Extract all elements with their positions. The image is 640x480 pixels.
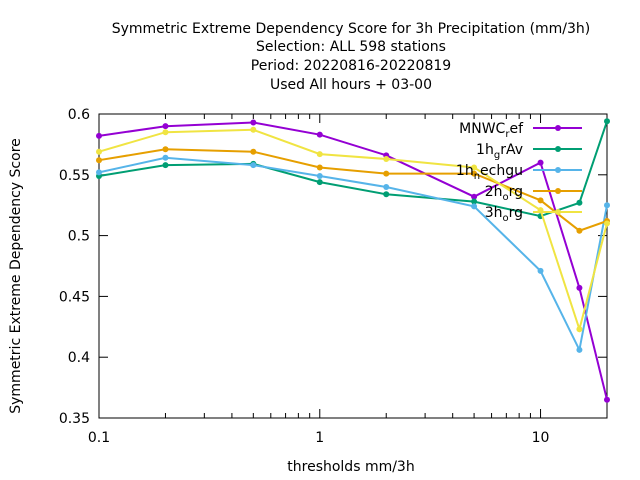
data-point bbox=[576, 199, 583, 206]
series-line bbox=[98, 156, 608, 354]
data-point bbox=[576, 326, 583, 333]
data-point bbox=[383, 155, 390, 162]
data-point bbox=[576, 227, 583, 234]
data-point bbox=[383, 191, 390, 198]
title-line-3: Period: 20220816-20220819 bbox=[251, 58, 451, 74]
data-point bbox=[162, 162, 169, 169]
data-point bbox=[162, 123, 169, 130]
series-2h_org bbox=[96, 146, 610, 234]
legend-marker bbox=[555, 125, 561, 131]
x-tick-label: 1 bbox=[315, 430, 324, 446]
data-point bbox=[250, 119, 257, 126]
data-point bbox=[250, 162, 257, 169]
data-point bbox=[471, 170, 478, 177]
data-point bbox=[471, 193, 478, 200]
legend-label: 2horg bbox=[485, 184, 523, 203]
title-line-1: Symmetric Extreme Dependency Score for 3… bbox=[112, 21, 591, 37]
x-tick-label: 0.1 bbox=[88, 430, 110, 446]
data-point bbox=[316, 173, 323, 180]
data-point bbox=[250, 126, 257, 133]
data-point bbox=[604, 118, 610, 125]
data-point bbox=[604, 396, 610, 403]
series-1h_grAv bbox=[96, 118, 610, 220]
plot-frame bbox=[98, 113, 608, 419]
y-tick-label: 0.5 bbox=[68, 229, 90, 245]
data-point bbox=[471, 198, 478, 205]
data-point bbox=[576, 346, 583, 353]
x-axis-label: thresholds mm/3h bbox=[287, 459, 414, 475]
series-line bbox=[98, 128, 608, 333]
data-point bbox=[604, 220, 610, 227]
legend-marker bbox=[555, 167, 561, 173]
y-tick-label: 0.35 bbox=[59, 411, 90, 427]
data-point bbox=[471, 203, 478, 210]
data-point bbox=[316, 131, 323, 138]
legend-marker bbox=[555, 209, 561, 215]
data-point bbox=[316, 179, 323, 186]
legend-marker bbox=[555, 146, 561, 152]
data-point bbox=[96, 157, 102, 164]
data-point bbox=[383, 183, 390, 190]
data-point bbox=[537, 267, 544, 274]
data-point bbox=[96, 148, 102, 155]
data-point bbox=[537, 197, 544, 204]
axes: 0.35 0.4 0.45 0.5 0.55 0.6 0.1 1 10 bbox=[59, 107, 608, 446]
data-point bbox=[604, 202, 610, 209]
y-tick-label: 0.6 bbox=[68, 107, 90, 123]
legend-label: MNWCref bbox=[459, 121, 524, 140]
data-point bbox=[383, 170, 390, 177]
data-point bbox=[96, 169, 102, 176]
series-line bbox=[98, 148, 608, 232]
data-point bbox=[162, 154, 169, 161]
title-line-2: Selection: ALL 598 stations bbox=[256, 39, 446, 55]
legend-marker bbox=[555, 188, 561, 194]
data-point bbox=[316, 164, 323, 171]
data-point bbox=[250, 148, 257, 155]
y-tick-label: 0.45 bbox=[59, 289, 90, 305]
x-tick-label: 10 bbox=[532, 430, 550, 446]
series-layer bbox=[96, 118, 610, 403]
legend-label: 1hgrAv bbox=[476, 142, 523, 161]
data-point bbox=[96, 132, 102, 139]
legend-label: 3horg bbox=[485, 205, 523, 224]
data-point bbox=[162, 129, 169, 136]
data-point bbox=[162, 146, 169, 153]
y-tick-label: 0.4 bbox=[68, 350, 90, 366]
data-point bbox=[537, 159, 544, 166]
y-axis-label: Symmetric Extreme Dependency Score bbox=[8, 138, 24, 414]
data-point bbox=[576, 284, 583, 291]
series-MNWC_ref bbox=[96, 119, 610, 403]
data-point bbox=[316, 151, 323, 158]
data-point bbox=[471, 164, 478, 171]
legend-label: 1hnechgu bbox=[456, 163, 523, 182]
y-tick-label: 0.55 bbox=[59, 168, 90, 184]
legend: MNWCref 1hgrAv 1hnechgu 2horg 3horg bbox=[456, 121, 582, 224]
series-1h_nechgu bbox=[96, 154, 610, 354]
title-line-4: Used All hours + 03-00 bbox=[270, 77, 432, 93]
chart-title: Symmetric Extreme Dependency Score for 3… bbox=[112, 21, 591, 93]
